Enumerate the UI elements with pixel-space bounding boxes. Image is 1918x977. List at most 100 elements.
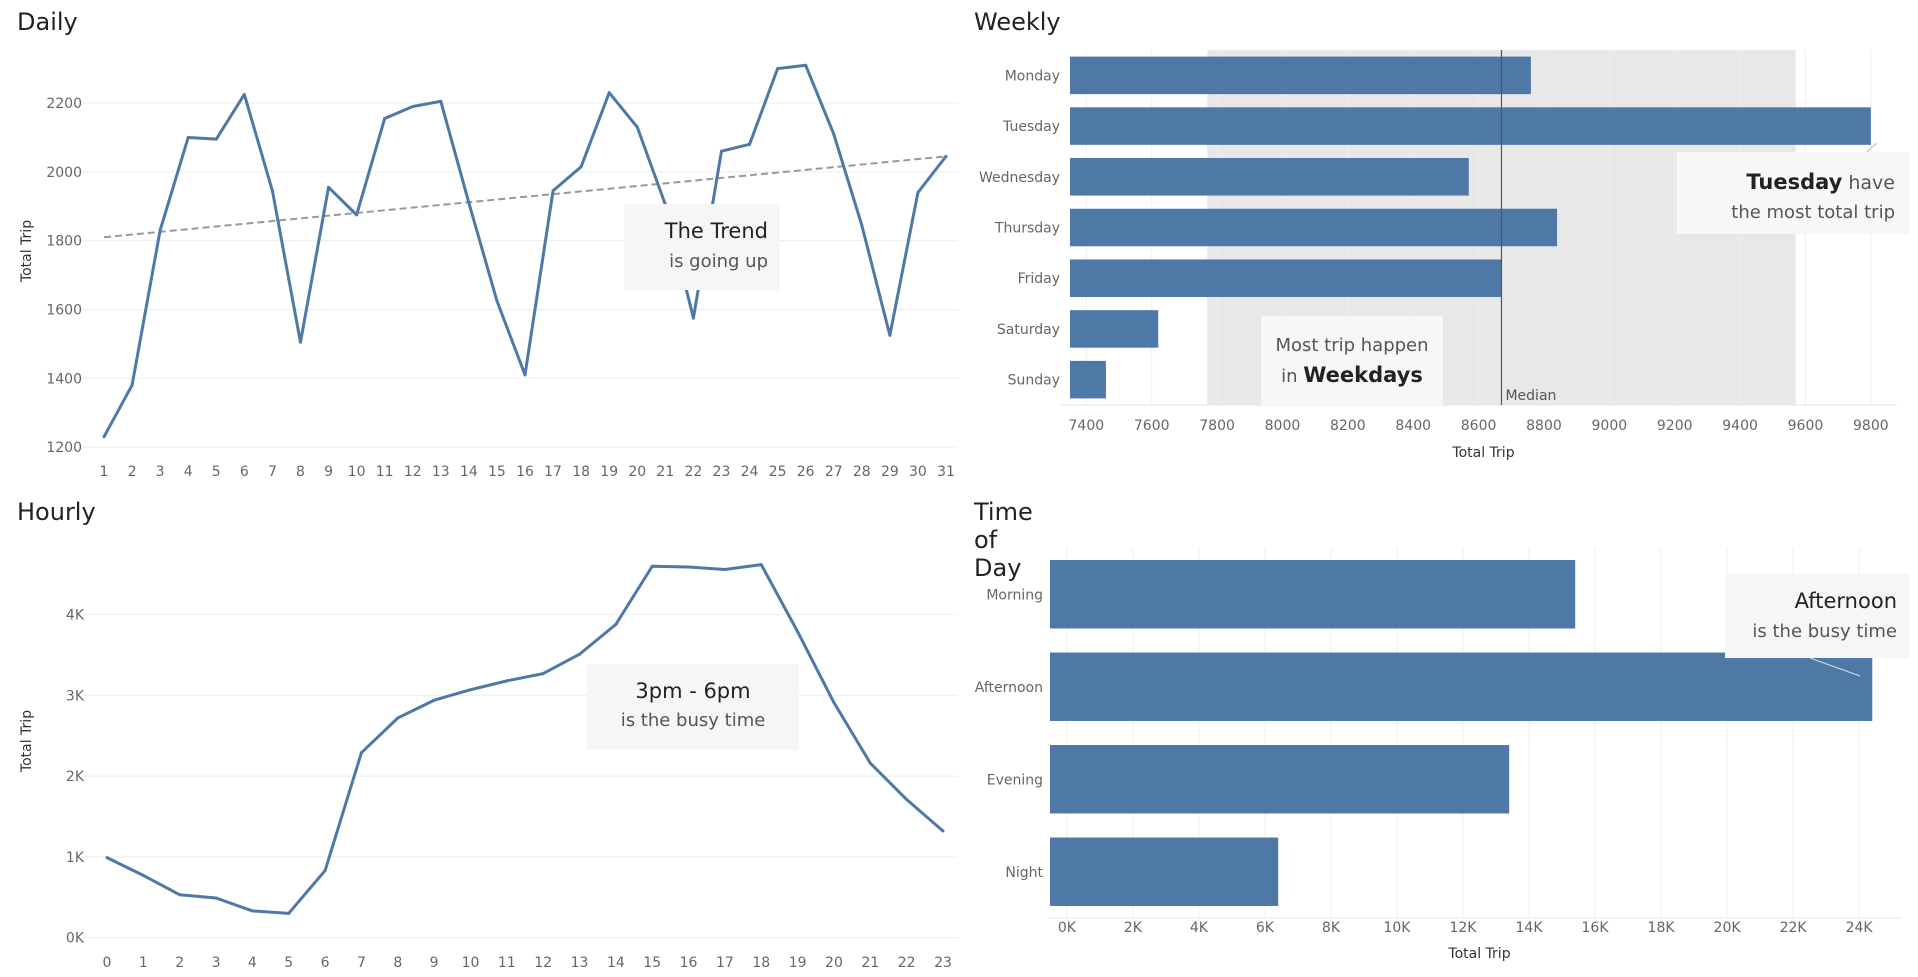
y-tick-label: 3K: [66, 688, 85, 704]
x-tick-label: 25: [769, 464, 787, 480]
bar: [1070, 310, 1158, 348]
y-tick-label: 4K: [66, 608, 85, 624]
data-point: [636, 126, 639, 129]
annotation-title: Afternoon: [1795, 589, 1897, 613]
x-tick-label: 11: [498, 955, 516, 971]
x-tick-label: 28: [853, 464, 871, 480]
x-tick-label: 8400: [1395, 418, 1431, 434]
x-tick-label: 24K: [1846, 920, 1874, 936]
annotation-box: [1261, 316, 1443, 405]
data-point: [651, 565, 654, 568]
x-tick-label: 20: [825, 955, 843, 971]
x-tick-label: 5: [212, 464, 221, 480]
x-tick-label: 12: [404, 464, 422, 480]
x-tick-label: 7400: [1069, 418, 1105, 434]
x-tick-label: 16K: [1582, 920, 1610, 936]
data-point: [869, 762, 872, 765]
trend-line: [104, 156, 946, 237]
category-label: Friday: [1018, 271, 1060, 287]
x-tick-label: 2K: [1124, 920, 1143, 936]
data-point: [271, 189, 274, 192]
data-point: [215, 896, 218, 899]
y-tick-label: 2K: [66, 769, 85, 785]
x-tick-label: 18: [752, 955, 770, 971]
x-tick-label: 11: [376, 464, 394, 480]
category-label: Thursday: [994, 221, 1060, 237]
hourly-title: Hourly: [17, 498, 96, 526]
x-tick-label: 22: [684, 464, 702, 480]
data-point: [433, 699, 436, 702]
x-tick-label: 27: [825, 464, 843, 480]
annotation-title: in Weekdays: [1281, 363, 1423, 387]
data-point: [614, 623, 617, 626]
y-tick-label: 2200: [46, 96, 82, 112]
data-point: [178, 893, 181, 896]
weekly-chart: 7400 7600 7800 8000 8200 8400 8600 8800 9000 9200…: [960, 40, 1918, 495]
daily-title: Daily: [17, 8, 78, 36]
x-tick-label: 8K: [1322, 920, 1341, 936]
data-point: [692, 317, 695, 320]
data-point: [942, 829, 945, 832]
bar: [1070, 57, 1531, 95]
x-tick-label: 10K: [1383, 920, 1411, 936]
category-label: Morning: [986, 587, 1043, 603]
annotation-box: [587, 664, 799, 750]
x-tick-label: 6: [240, 464, 249, 480]
x-axis-title: Total Trip: [1447, 946, 1510, 962]
data-point: [860, 224, 863, 227]
x-tick-label: 30: [909, 464, 927, 480]
bar: [1070, 107, 1871, 145]
y-tick-label: 0K: [66, 931, 85, 947]
x-tick-label: 2: [128, 464, 137, 480]
x-axis-title: Total Trip: [1451, 445, 1514, 461]
y-tick-label: 1200: [46, 440, 82, 456]
x-tick-label: 31: [937, 464, 955, 480]
x-tick-label: 22K: [1780, 920, 1808, 936]
data-point: [355, 213, 358, 216]
x-tick-label: 23: [934, 955, 952, 971]
x-tick-label: 9400: [1722, 418, 1758, 434]
bar: [1070, 158, 1469, 196]
x-tick-label: 18: [572, 464, 590, 480]
x-tick-label: 7: [268, 464, 277, 480]
y-tick-label: 1400: [46, 371, 82, 387]
data-point: [760, 563, 763, 566]
category-label: Saturday: [997, 322, 1060, 338]
data-point: [142, 874, 145, 877]
data-point: [832, 133, 835, 136]
x-tick-label: 16: [516, 464, 534, 480]
x-tick-label: 7: [357, 955, 366, 971]
x-tick-label: 3: [212, 955, 221, 971]
x-tick-label: 1: [139, 955, 148, 971]
x-tick-label: 8: [296, 464, 305, 480]
data-point: [215, 138, 218, 141]
data-point: [608, 91, 611, 94]
category-label: Wednesday: [979, 170, 1060, 186]
data-point: [383, 117, 386, 120]
x-tick-label: 4K: [1190, 920, 1209, 936]
data-point: [131, 384, 134, 387]
category-label: Evening: [987, 772, 1043, 788]
data-point: [159, 229, 162, 232]
median-label: Median: [1505, 388, 1556, 404]
x-tick-label: 9600: [1788, 418, 1824, 434]
timeofday-chart: 0K 2K 4K 6K 8K 10K 12K 14K 16K 18K 20K 22K 24KMornin…: [960, 530, 1918, 977]
annotation-title: Tuesday have: [1746, 170, 1895, 194]
x-tick-label: 14K: [1516, 920, 1544, 936]
x-tick-label: 20: [628, 464, 646, 480]
y-tick-label: 1800: [46, 234, 82, 250]
x-tick-label: 0K: [1058, 920, 1077, 936]
x-tick-label: 17: [544, 464, 562, 480]
x-tick-label: 2: [175, 955, 184, 971]
y-tick-label: 1K: [66, 850, 85, 866]
x-tick-label: 0: [103, 955, 112, 971]
data-point: [439, 100, 442, 103]
x-tick-label: 24: [741, 464, 759, 480]
data-point: [287, 912, 290, 915]
x-tick-label: 9800: [1853, 418, 1889, 434]
x-tick-label: 26: [797, 464, 815, 480]
x-tick-label: 14: [460, 464, 478, 480]
data-point: [723, 568, 726, 571]
